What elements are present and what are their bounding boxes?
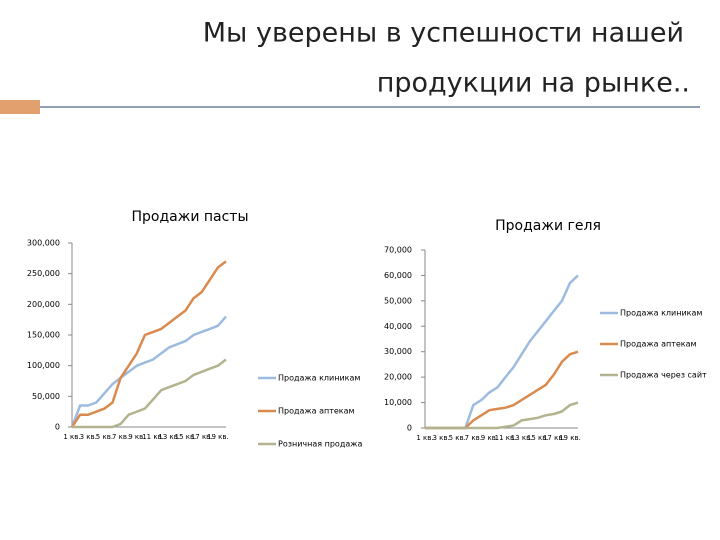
y-tick-label: 0	[407, 424, 412, 433]
chart-title: Продажи пасты	[131, 209, 248, 225]
y-tick-label: 100,000	[27, 361, 60, 370]
legend-label: Продажа аптекам	[620, 340, 697, 349]
y-tick-label: 50,000	[384, 296, 412, 305]
y-tick-label: 60,000	[384, 271, 412, 280]
series-line	[72, 358, 227, 429]
series-line	[70, 260, 227, 428]
x-tick-label: 17 кв.	[543, 434, 565, 442]
series-line	[425, 401, 579, 430]
y-tick-label: 300,000	[27, 239, 60, 248]
y-tick-label: 10,000	[384, 398, 412, 407]
slide-title-line: продукции на рынке..	[377, 68, 690, 99]
x-tick-label: 3 кв.	[432, 434, 449, 442]
y-tick-label: 250,000	[27, 269, 60, 278]
legend-label: Продажа аптекам	[278, 407, 355, 416]
x-tick-label: 9 кв.	[481, 434, 498, 442]
legend-label: Розничная продажа	[278, 440, 362, 449]
x-tick-label: 9 кв.	[128, 433, 145, 441]
x-tick-label: 7 кв.	[465, 434, 482, 442]
x-tick-label: 7 кв.	[112, 433, 129, 441]
x-tick-label: 11 кв.	[495, 434, 517, 442]
legend-label: Продажа через сайт	[620, 371, 707, 380]
x-tick-label: 13 кв.	[511, 434, 533, 442]
y-tick-label: 30,000	[384, 347, 412, 356]
x-tick-label: 3 кв.	[80, 433, 97, 441]
y-tick-label: 70,000	[384, 246, 412, 255]
x-tick-label: 19 кв.	[207, 433, 229, 441]
y-tick-label: 200,000	[27, 300, 60, 309]
chart-title: Продажи геля	[495, 218, 601, 234]
y-tick-label: 40,000	[384, 322, 412, 331]
y-tick-label: 20,000	[384, 373, 412, 382]
x-tick-label: 15 кв.	[175, 433, 197, 441]
x-tick-label: 11 кв.	[142, 433, 164, 441]
x-tick-label: 17 кв.	[191, 433, 213, 441]
x-tick-label: 5 кв.	[96, 433, 113, 441]
x-tick-label: 1 кв.	[63, 433, 80, 441]
y-tick-label: 50,000	[32, 392, 60, 401]
x-tick-label: 5 кв.	[449, 434, 466, 442]
x-tick-label: 1 кв.	[416, 434, 433, 442]
x-tick-label: 19 кв.	[559, 434, 581, 442]
series-line	[70, 315, 227, 428]
x-tick-label: 15 кв.	[527, 434, 549, 442]
x-tick-label: 13 кв.	[158, 433, 180, 441]
accent-block	[0, 100, 40, 114]
legend-label: Продажа клиникам	[278, 374, 360, 383]
y-tick-label: 0	[55, 423, 60, 432]
legend-label: Продажа клиникам	[620, 309, 702, 318]
slide-title-line: Мы уверены в успешности нашей	[203, 18, 684, 49]
y-tick-label: 150,000	[27, 331, 60, 340]
